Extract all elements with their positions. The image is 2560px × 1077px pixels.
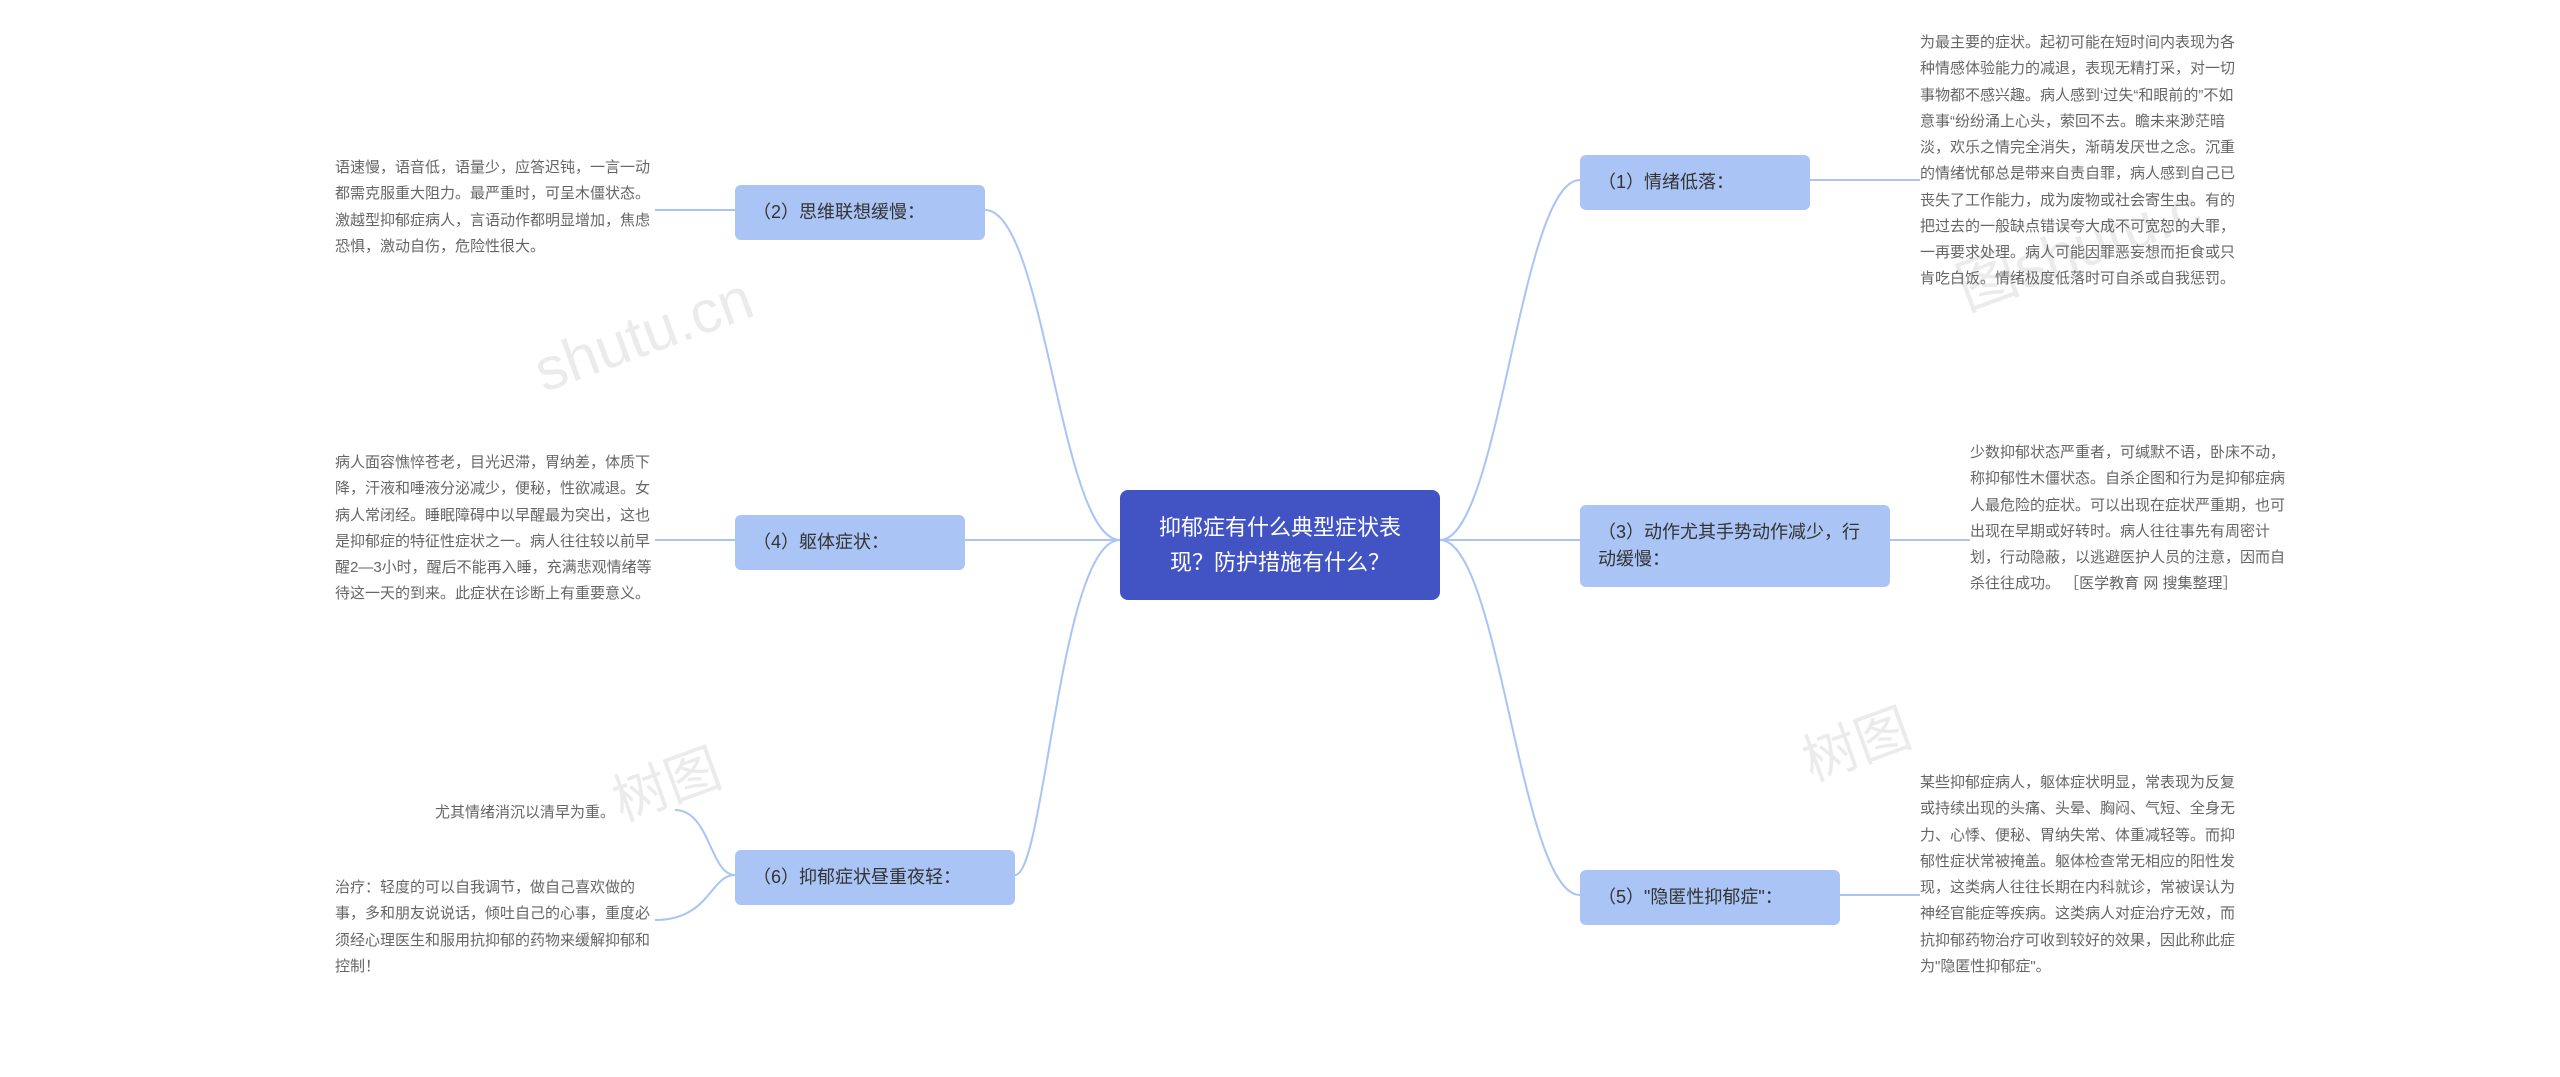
branch-node-b5[interactable]: （5）"隐匿性抑郁症"：: [1580, 870, 1840, 925]
leaf-node: 尤其情绪消沉以清早为重。: [435, 800, 675, 826]
watermark: shutu.cn: [525, 263, 762, 405]
leaf-node: 病人面容憔悴苍老，目光迟滞，胃纳差，体质下降，汗液和唾液分泌减少，便秘，性欲减退…: [335, 450, 655, 608]
leaf-node: 语速慢，语音低，语量少，应答迟钝，一言一动都需克服重大阻力。最严重时，可呈木僵状…: [335, 155, 655, 260]
branch-node-b2[interactable]: （2）思维联想缓慢：: [735, 185, 985, 240]
branch-node-b3[interactable]: （3）动作尤其手势动作减少，行动缓慢：: [1580, 505, 1890, 587]
center-node[interactable]: 抑郁症有什么典型症状表现？防护措施有什么？: [1120, 490, 1440, 600]
branch-node-b1[interactable]: （1）情绪低落：: [1580, 155, 1810, 210]
watermark: 树图: [1790, 684, 1921, 797]
leaf-node: 为最主要的症状。起初可能在短时间内表现为各种情感体验能力的减退，表现无精打采，对…: [1920, 30, 2240, 293]
branch-node-b4[interactable]: （4）躯体症状：: [735, 515, 965, 570]
branch-node-b6[interactable]: （6）抑郁症状昼重夜轻：: [735, 850, 1015, 905]
leaf-node: 某些抑郁症病人，躯体症状明显，常表现为反复或持续出现的头痛、头晕、胸闷、气短、全…: [1920, 770, 2240, 980]
leaf-node: 治疗：轻度的可以自我调节，做自己喜欢做的事，多和朋友说说话，倾吐自己的心事，重度…: [335, 875, 655, 980]
leaf-node: 少数抑郁状态严重者，可缄默不语，卧床不动，称抑郁性木僵状态。自杀企图和行为是抑郁…: [1970, 440, 2290, 598]
